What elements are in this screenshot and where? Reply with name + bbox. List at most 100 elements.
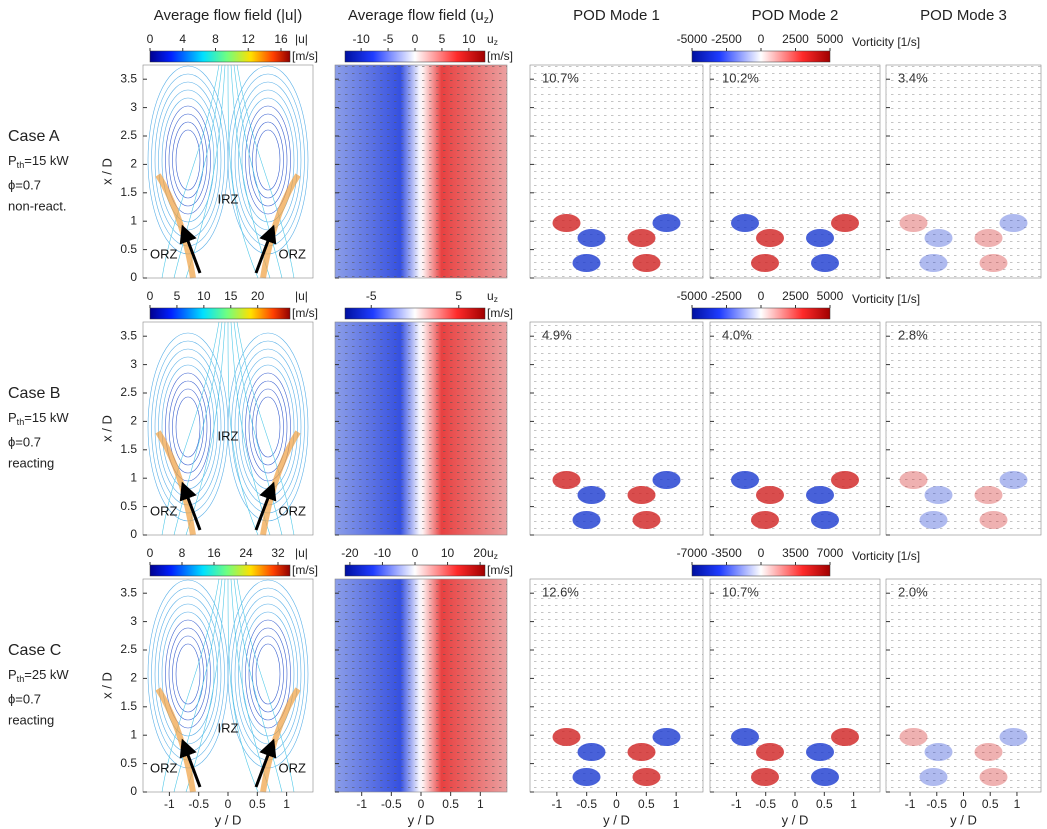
vorticity-blob <box>632 768 661 786</box>
y-axis-label: x / D <box>99 158 114 185</box>
panel <box>142 321 314 536</box>
colorbar-tick-label: 8 <box>212 32 219 46</box>
colorbar-tick-label: 0 <box>758 32 765 46</box>
region-label: IRZ <box>218 191 239 206</box>
colorbar-tick-label: 7000 <box>817 546 844 560</box>
vorticity-blob <box>811 768 839 786</box>
region-label: ORZ <box>150 246 178 261</box>
y-tick-label: 3.5 <box>120 71 137 85</box>
vorticity-blob <box>552 214 581 232</box>
case-power-main: P <box>8 153 17 168</box>
colorbar-tick-label: 16 <box>274 32 288 46</box>
colorbar-tick-label: -2500 <box>711 289 742 303</box>
vorticity-blob <box>577 229 606 247</box>
vorticity-blob <box>919 254 948 272</box>
streamline <box>230 578 271 793</box>
quiver <box>886 579 1041 792</box>
vorticity-blob <box>632 511 661 529</box>
x-tick-label: 0 <box>613 797 620 811</box>
colorbar-tick-label: 0 <box>147 32 154 46</box>
vorticity-blob <box>919 511 948 529</box>
colorbar <box>149 307 291 320</box>
mode-energy: 12.6% <box>542 584 579 599</box>
vorticity-blob <box>751 768 779 786</box>
quiver <box>710 65 880 278</box>
vorticity-blob <box>652 214 681 232</box>
y-tick-label: 2.5 <box>120 385 137 399</box>
vorticity-blob <box>632 254 661 272</box>
colorbar-tick-label: -20 <box>341 546 359 560</box>
case-phi: ϕ=0.7 <box>8 434 41 449</box>
colorbar <box>691 307 831 320</box>
vorticity-blob <box>979 511 1008 529</box>
colorbar-tick-label: -5 <box>366 289 377 303</box>
y-tick-label: 3.5 <box>120 585 137 599</box>
mode-energy: 10.7% <box>722 584 759 599</box>
case-condition: reacting <box>8 455 54 470</box>
colorbar-label: Vorticity [1/s] <box>852 292 920 306</box>
panel <box>142 64 314 279</box>
column-title-main: POD Mode 1 <box>573 7 660 24</box>
case-phi: ϕ=0.7 <box>8 691 41 706</box>
colorbar-tick-label: 2500 <box>782 32 809 46</box>
panel <box>709 578 881 793</box>
vorticity-blob <box>811 511 839 529</box>
quiver <box>710 579 880 792</box>
y-tick-label: 3 <box>130 357 137 371</box>
colorbar-symbol: uz <box>487 289 498 304</box>
streamline <box>248 627 288 721</box>
x-axis-label: y / D <box>950 812 977 827</box>
streamline <box>252 635 284 713</box>
streamline <box>172 121 204 199</box>
y-tick-label: 0 <box>130 270 137 284</box>
y-tick-label: 2 <box>130 414 137 428</box>
vorticity-blob <box>572 768 601 786</box>
case-label: Case B <box>8 385 60 402</box>
panel <box>334 321 508 536</box>
mode-energy: 4.0% <box>722 327 752 342</box>
quiver <box>530 322 703 535</box>
colorbar <box>344 50 486 63</box>
panel <box>529 578 704 793</box>
vorticity-blob <box>572 254 601 272</box>
x-tick-label: 0.5 <box>982 797 999 811</box>
streamline <box>236 321 295 536</box>
jet-band <box>155 173 196 279</box>
vorticity-blob <box>974 229 1003 247</box>
colorbar-tick-label: 5 <box>439 32 446 46</box>
vorticity-blob <box>627 486 656 504</box>
y-tick-label: 3 <box>130 614 137 628</box>
streamline <box>168 380 208 474</box>
quiver <box>530 65 703 278</box>
streamline <box>172 388 204 466</box>
y-tick-label: 3.5 <box>120 328 137 342</box>
panel <box>885 578 1042 793</box>
y-tick-label: 1.5 <box>120 185 137 199</box>
vorticity-blob <box>577 743 606 761</box>
vorticity-blob <box>999 471 1028 489</box>
colorbar-tick-label: -5 <box>383 32 394 46</box>
colorbar-tick-label: 3500 <box>782 546 809 560</box>
panel-frame <box>529 321 704 536</box>
jet-band <box>155 430 196 536</box>
x-tick-label: 1 <box>283 797 290 811</box>
y-tick-label: 1 <box>130 213 137 227</box>
streamline <box>168 627 208 721</box>
vorticity-blob <box>751 254 779 272</box>
streamline <box>233 321 283 536</box>
colorbar-symbol: uz <box>487 32 498 47</box>
y-tick-label: 2 <box>130 671 137 685</box>
colorbar-tick-label: -3500 <box>711 546 742 560</box>
jet-arrow <box>254 738 277 788</box>
colorbar-label: Vorticity [1/s] <box>852 35 920 49</box>
colorbar-tick-label: 0 <box>758 289 765 303</box>
vorticity-blob <box>831 214 859 232</box>
column-title: POD Mode 1 <box>573 7 660 24</box>
x-tick-label: -0.5 <box>926 797 947 811</box>
colorbar-tick-label: 10 <box>462 32 476 46</box>
column-title-main: POD Mode 3 <box>920 7 1007 24</box>
colorbar-symbol-main: u <box>487 289 494 303</box>
case-label: Case C <box>8 642 61 659</box>
colorbar-tick-label: 20 <box>251 289 265 303</box>
panel-frame <box>529 64 704 279</box>
